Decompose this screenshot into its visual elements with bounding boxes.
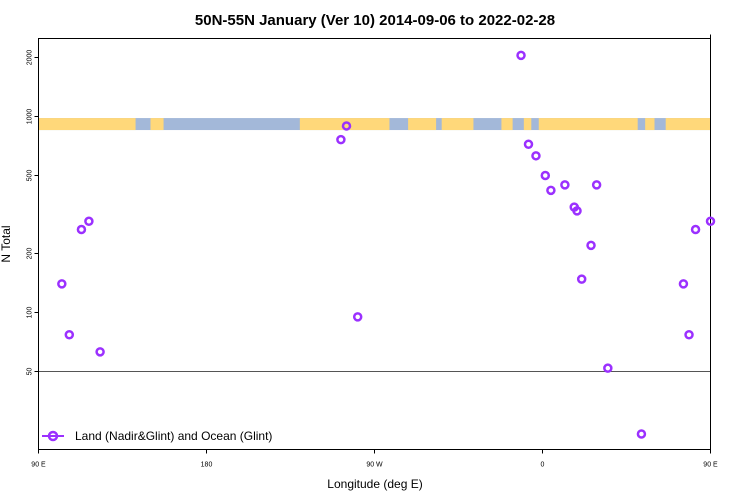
land-segment — [408, 118, 437, 131]
x-tick-label: 90 E — [703, 462, 718, 469]
data-point — [591, 180, 602, 190]
legend-marker — [47, 430, 59, 442]
x-tick-label: 90 E — [31, 462, 46, 469]
data-point — [636, 429, 647, 439]
data-point — [603, 363, 613, 373]
y-axis-label: N Total — [0, 225, 13, 262]
data-point — [352, 312, 363, 322]
y-tick-label: 500 — [27, 170, 34, 182]
data-point — [684, 329, 694, 340]
data-point — [95, 347, 105, 357]
data-point — [516, 50, 526, 61]
data-point — [678, 279, 689, 289]
y-axis: 50 100 200 500 1000 2000 — [27, 50, 39, 376]
plot-frame — [38, 38, 711, 450]
data-point — [705, 216, 716, 227]
land-segment — [645, 118, 655, 131]
data-point — [546, 185, 556, 196]
y-tick-label: 200 — [27, 248, 34, 260]
x-tick-label: 0 — [541, 462, 545, 469]
land-segment — [441, 118, 474, 131]
data-point — [540, 170, 551, 181]
land-segment — [150, 118, 164, 131]
data-point — [57, 279, 67, 289]
land-segment — [538, 118, 638, 131]
data-point — [690, 224, 701, 235]
data-point — [560, 180, 570, 190]
x-axis: 90 E 180 90 W 0 90 E — [31, 34, 718, 469]
x-tick-label: 90 W — [366, 462, 383, 469]
land-segment — [501, 118, 513, 131]
data-point — [336, 134, 346, 145]
data-point — [76, 224, 87, 235]
data-point — [64, 329, 75, 340]
data-point — [531, 151, 541, 161]
land-ocean-strip — [38, 118, 711, 131]
y-tick-label: 1000 — [27, 109, 34, 125]
x-axis-label: Longitude (deg E) — [327, 477, 422, 491]
data-point — [84, 216, 94, 227]
scatter-points — [57, 50, 716, 439]
data-point — [576, 274, 587, 284]
land-segment — [38, 118, 136, 131]
x-tick-label: 180 — [201, 462, 213, 469]
chart-title: 50N-55N January (Ver 10) 2014-09-06 to 2… — [195, 12, 555, 29]
land-segment — [665, 118, 711, 131]
legend-label: Land (Nadir&Glint) and Ocean (Glint) — [75, 429, 272, 443]
data-point — [586, 240, 596, 251]
data-point — [572, 206, 582, 216]
legend: Land (Nadir&Glint) and Ocean (Glint) — [42, 429, 272, 443]
y-tick-label: 2000 — [27, 50, 34, 66]
data-point — [341, 121, 352, 131]
y-tick-label: 100 — [27, 307, 34, 319]
data-point — [523, 139, 534, 149]
land-segment — [523, 118, 532, 131]
y-tick-label: 50 — [27, 368, 34, 376]
